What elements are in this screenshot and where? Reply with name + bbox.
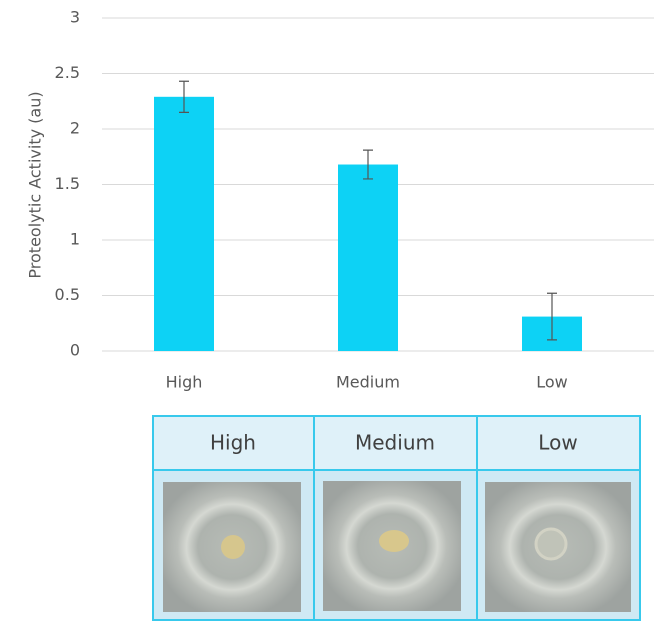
bar xyxy=(338,165,398,351)
table-header: Low xyxy=(538,431,577,455)
colony xyxy=(536,529,566,559)
colony xyxy=(379,530,409,552)
y-tick-label: 2 xyxy=(70,119,80,138)
image-table: High Medium Low xyxy=(153,416,640,620)
y-tick-label: 1 xyxy=(70,230,80,249)
y-tick-label: 2.5 xyxy=(55,63,80,82)
x-tick-label: Medium xyxy=(336,373,400,392)
bar xyxy=(154,97,214,351)
table-header: Medium xyxy=(355,431,435,455)
y-tick-label: 1.5 xyxy=(55,174,80,193)
y-tick-label: 3 xyxy=(70,8,80,27)
x-tick-label: High xyxy=(166,373,203,392)
colony xyxy=(221,535,245,559)
y-axis-label: Proteolytic Activity (au) xyxy=(26,91,45,278)
table-header: High xyxy=(210,431,256,455)
y-tick-label: 0 xyxy=(70,341,80,360)
chart: Proteolytic Activity (au) High Medium Lo… xyxy=(0,0,654,624)
y-tick-label: 0.5 xyxy=(55,285,80,304)
x-tick-label: Low xyxy=(536,373,568,392)
